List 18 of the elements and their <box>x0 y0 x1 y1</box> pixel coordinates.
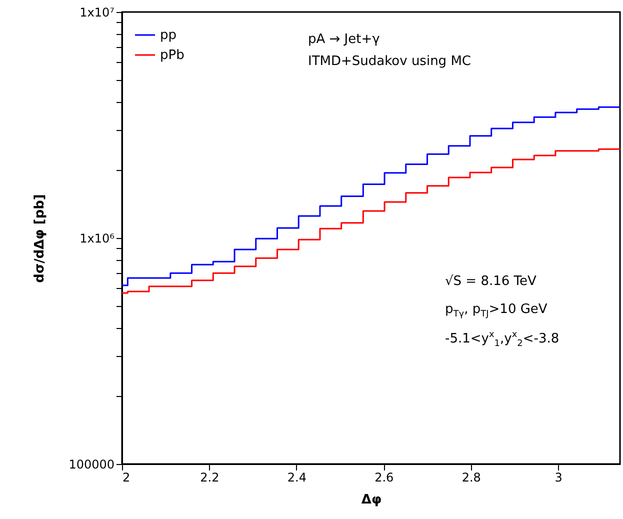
annotation: √S = 8.16 TeV <box>445 274 536 289</box>
annotation: pA → Jet+γ <box>308 32 380 47</box>
legend-label: pp <box>160 28 177 43</box>
y-tick-label: 1x10⁷ <box>80 6 115 20</box>
legend-label: pPb <box>160 48 184 63</box>
y-tick-label: 100000 <box>68 458 114 472</box>
annotation: -5.1<y$^{x}$$_{1}$,y$^{x}$$_{2}$<-3.8 <box>445 330 560 349</box>
x-axis-title: Δφ <box>361 492 382 508</box>
x-tick-label: 2.6 <box>374 470 394 484</box>
x-tick-label: 2.8 <box>462 470 481 484</box>
x-tick-label: 2 <box>122 470 130 484</box>
y-tick-label: 1x10⁶ <box>80 232 115 246</box>
x-tick-label: 2.4 <box>287 470 306 484</box>
x-tick-label: 3 <box>554 470 562 484</box>
annotation: ITMD+Sudakov using MC <box>308 54 471 69</box>
annotation: p$_{Tγ}$, p$_{TJ}$>10 GeV <box>445 302 548 320</box>
x-tick-label: 2.2 <box>200 470 220 484</box>
y-axis-title: dσ/dΔφ [pb] <box>32 194 48 283</box>
